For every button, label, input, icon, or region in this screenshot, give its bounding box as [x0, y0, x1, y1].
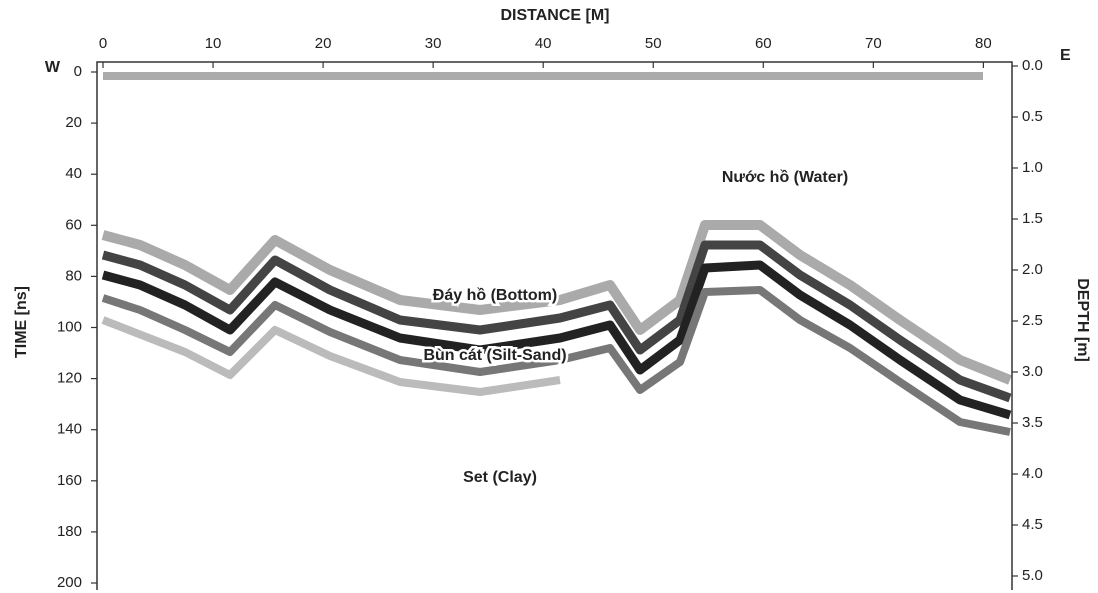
water-surface — [103, 72, 983, 80]
y2-tick-label: 3.0 — [1022, 363, 1043, 380]
annotation: Set (Clay) — [463, 469, 537, 486]
y2-tick-label: 1.0 — [1022, 159, 1043, 176]
y-tick-label: 160 — [57, 472, 82, 489]
x-tick-label: 80 — [975, 35, 992, 52]
reflector-bands — [103, 225, 1010, 432]
annotation: Đáy hồ (Bottom) — [433, 287, 557, 304]
x-tick-label: 10 — [205, 35, 222, 52]
chart: DISTANCE [M] TIME [ns] DEPTH [m] 0 10 20 30… — [0, 0, 1098, 593]
x-tick-label: 20 — [315, 35, 332, 52]
y2-tick-label: 2.5 — [1022, 312, 1043, 329]
annotation: W — [45, 59, 61, 76]
x-tick-label: 60 — [755, 35, 772, 52]
y2-tick-label: 4.5 — [1022, 516, 1043, 533]
y-tick-label: 80 — [65, 267, 82, 284]
y-tick-label: 60 — [65, 216, 82, 233]
x-tick-label: 0 — [99, 35, 107, 52]
x-tick-label: 50 — [645, 35, 662, 52]
y-tick-label: 120 — [57, 370, 82, 387]
y2-axis-title: DEPTH [m] — [1074, 278, 1091, 362]
annotation: E — [1060, 47, 1071, 64]
x-axis-title: DISTANCE [M] — [500, 7, 609, 24]
y-tick-label: 0 — [74, 63, 82, 80]
y2-tick-label: 5.0 — [1022, 567, 1043, 584]
y-tick-label: 20 — [65, 114, 82, 131]
y-tick-label: 200 — [57, 574, 82, 591]
x-tick-label: 70 — [865, 35, 882, 52]
y2-tick-label: 2.0 — [1022, 261, 1043, 278]
y-tick-label: 140 — [57, 421, 82, 438]
y2-tick-label: 4.0 — [1022, 465, 1043, 482]
x-tick-label: 40 — [535, 35, 552, 52]
y2-tick-label: 0.5 — [1022, 108, 1043, 125]
annotation: Nước hồ (Water) — [722, 169, 848, 186]
reflections — [103, 72, 1010, 432]
y2-tick-label: 0.0 — [1022, 57, 1043, 74]
y-axis-title: TIME [ns] — [13, 286, 30, 358]
y-tick-label: 180 — [57, 523, 82, 540]
annotation: Bùn cát (Silt-Sand) — [423, 347, 566, 364]
y-tick-label: 40 — [65, 165, 82, 182]
y2-tick-label: 1.5 — [1022, 210, 1043, 227]
x-tick-label: 30 — [425, 35, 442, 52]
y2-tick-label: 3.5 — [1022, 414, 1043, 431]
y-tick-label: 100 — [57, 318, 82, 335]
